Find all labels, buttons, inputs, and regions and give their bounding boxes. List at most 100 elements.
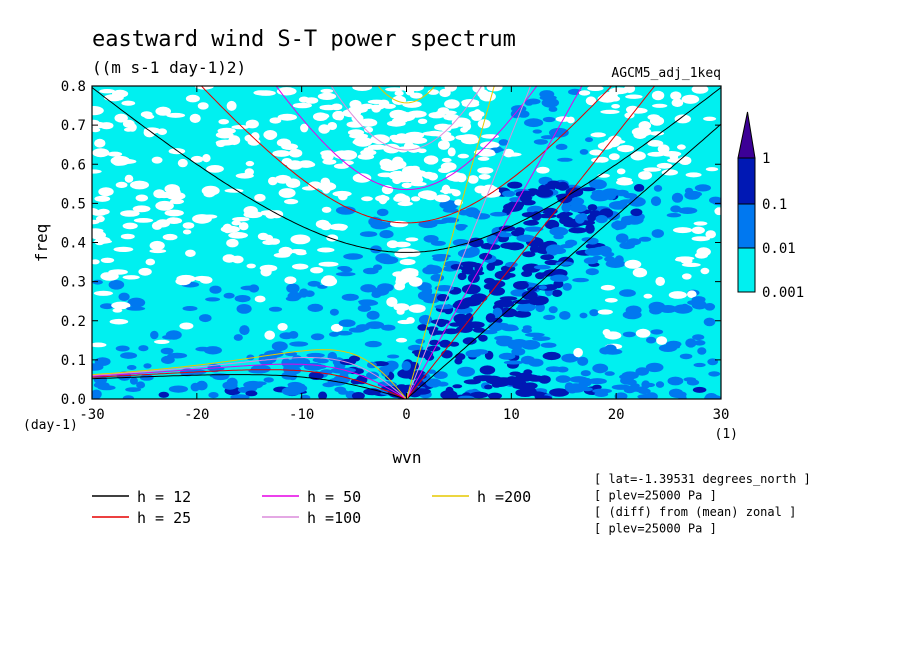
power-blob — [503, 360, 524, 365]
power-blob — [649, 131, 665, 136]
power-blob — [363, 147, 374, 153]
power-blob — [693, 340, 706, 346]
power-blob — [514, 227, 525, 235]
power-blob — [100, 303, 115, 310]
power-blob — [645, 392, 658, 399]
power-blob — [247, 385, 258, 392]
power-blob — [231, 125, 250, 130]
power-blob — [619, 177, 629, 183]
power-blob — [114, 113, 128, 123]
power-blob — [548, 306, 558, 314]
power-blob — [608, 153, 620, 161]
power-blob — [357, 304, 372, 312]
power-blob — [166, 112, 186, 118]
inertia-gravity-curve-h12 — [92, 87, 721, 253]
power-blob — [352, 140, 361, 145]
power-blob — [135, 194, 148, 202]
power-blob — [167, 352, 188, 359]
power-blob — [318, 261, 339, 267]
power-blob — [464, 207, 480, 218]
y-tick-label: 0.6 — [61, 157, 86, 173]
power-blob — [195, 86, 214, 90]
power-blob — [468, 237, 484, 248]
power-blob — [578, 90, 591, 96]
power-blob — [109, 95, 122, 102]
power-blob — [452, 384, 463, 389]
power-blob — [469, 391, 489, 399]
power-blob — [168, 385, 188, 393]
power-blob — [190, 382, 200, 392]
power-blob — [386, 297, 398, 307]
power-blob — [318, 391, 328, 399]
power-blob — [94, 195, 111, 202]
power-blob — [393, 241, 411, 248]
power-blob — [465, 349, 482, 358]
power-blob — [172, 188, 181, 198]
power-blob — [395, 337, 408, 343]
power-blob — [394, 90, 404, 97]
power-blob — [392, 156, 404, 165]
power-blob — [674, 257, 691, 262]
power-blob — [351, 113, 364, 123]
power-blob — [125, 387, 141, 392]
power-blob — [647, 151, 665, 157]
power-blob — [252, 381, 267, 386]
power-blob — [700, 267, 710, 275]
power-blob — [107, 151, 123, 157]
power-blob — [306, 352, 325, 358]
power-blob — [647, 140, 664, 147]
power-blob — [250, 132, 260, 141]
power-blob — [124, 174, 134, 183]
power-blob — [633, 184, 645, 192]
power-blob — [436, 318, 447, 328]
power-blob — [455, 224, 466, 231]
power-blob — [175, 277, 191, 286]
power-blob — [499, 296, 518, 301]
power-blob — [112, 308, 123, 313]
power-blob — [546, 247, 559, 256]
power-blob — [520, 355, 535, 365]
power-blob — [431, 254, 451, 259]
power-blob — [340, 267, 353, 273]
power-blob — [661, 169, 678, 176]
power-blob — [230, 394, 250, 399]
power-blob — [281, 143, 298, 150]
power-blob — [199, 314, 212, 323]
power-blob — [347, 129, 365, 136]
power-blob — [298, 96, 310, 103]
power-blob — [692, 386, 707, 393]
power-blob — [215, 131, 234, 139]
power-blob — [549, 226, 569, 236]
power-blob — [556, 366, 569, 373]
power-blob — [516, 234, 536, 242]
power-blob — [113, 246, 134, 252]
power-blob — [649, 306, 663, 315]
power-blob — [149, 240, 165, 251]
power-blob — [614, 189, 623, 196]
y-tick-label: 0.0 — [61, 392, 86, 408]
power-blob — [511, 347, 526, 356]
rossby-curve-h25 — [92, 369, 407, 399]
power-blob — [441, 157, 452, 163]
power-blob — [597, 94, 617, 103]
power-blob — [185, 249, 196, 257]
power-blob — [360, 284, 377, 293]
power-blob — [411, 349, 432, 355]
power-blob — [585, 223, 595, 234]
power-blob — [542, 351, 561, 361]
power-blob — [254, 193, 266, 202]
power-blob — [605, 259, 626, 268]
power-blob — [655, 276, 665, 286]
power-blob — [625, 214, 644, 225]
power-blob — [601, 251, 615, 257]
power-blob — [185, 94, 200, 103]
power-blob — [458, 395, 475, 399]
power-blob — [635, 131, 652, 136]
power-blob — [115, 181, 128, 188]
power-blob — [143, 363, 152, 369]
colorbar-label: 0.001 — [762, 285, 804, 301]
power-blob — [341, 293, 359, 301]
power-blob — [189, 113, 201, 123]
power-blob — [656, 162, 673, 169]
power-blob — [352, 86, 373, 91]
